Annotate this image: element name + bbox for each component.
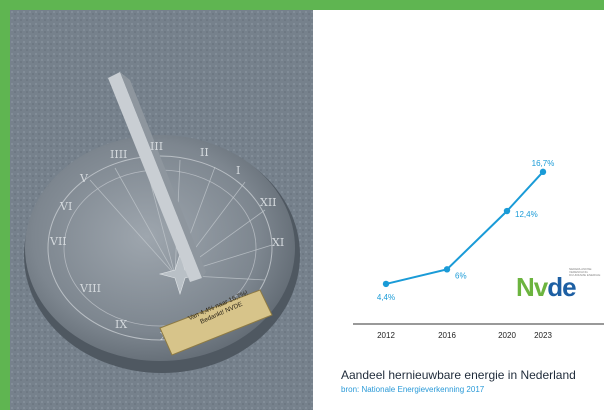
svg-text:VIII: VIII — [79, 282, 101, 295]
svg-text:VI: VI — [59, 200, 72, 213]
x-tick-label: 2016 — [438, 331, 456, 340]
svg-text:V: V — [79, 172, 89, 185]
data-label: 4,4% — [377, 293, 395, 302]
x-tick-label: 2023 — [534, 331, 552, 340]
x-tick-label: 2020 — [498, 331, 516, 340]
svg-text:IIII: IIII — [110, 148, 127, 161]
data-label: 16,7% — [532, 159, 555, 168]
sundial-illustration: VII VI V IIII III II I XII XI VIII IX X — [10, 10, 313, 410]
brass-plaque — [159, 289, 273, 356]
svg-text:VII: VII — [49, 235, 67, 248]
nvde-logo: Nvde — [516, 272, 577, 303]
svg-text:I: I — [236, 164, 240, 177]
data-point — [503, 207, 511, 215]
data-point — [539, 168, 547, 176]
series-line — [385, 171, 544, 285]
svg-text:XI: XI — [272, 236, 284, 249]
chart-source: bron: Nationale Energieverkenning 2017 — [341, 385, 485, 394]
chart-title: Aandeel hernieuwbare energie in Nederlan… — [341, 368, 576, 382]
nvde-logo-tagline: NEDERLANDSE VERENIGING DUURZAME ENERGIE — [569, 267, 601, 277]
roman-numerals: VII VI V IIII III II I XII XI VIII IX X — [49, 140, 284, 343]
renewable-energy-line-chart: 2012 2016 2020 2023 4,4% 6% 12,4% 16,7% — [353, 159, 604, 340]
svg-text:XII: XII — [260, 196, 277, 209]
data-point — [382, 280, 390, 288]
sundial-photo: VII VI V IIII III II I XII XI VIII IX X … — [10, 10, 313, 410]
data-label: 12,4% — [515, 210, 538, 219]
nvde-logo-accent: de — [547, 272, 576, 302]
nvde-logo-main: Nv — [516, 272, 548, 302]
gnomon — [108, 72, 202, 282]
data-point — [443, 266, 451, 273]
svg-text:IX: IX — [115, 318, 127, 331]
svg-text:III: III — [150, 140, 163, 153]
x-tick-label: 2012 — [377, 331, 395, 340]
chart-panel: 2012 2016 2020 2023 4,4% 6% 12,4% 16,7% Nvde NE… — [313, 10, 604, 410]
data-label: 6% — [455, 271, 467, 280]
svg-text:II: II — [200, 146, 209, 159]
